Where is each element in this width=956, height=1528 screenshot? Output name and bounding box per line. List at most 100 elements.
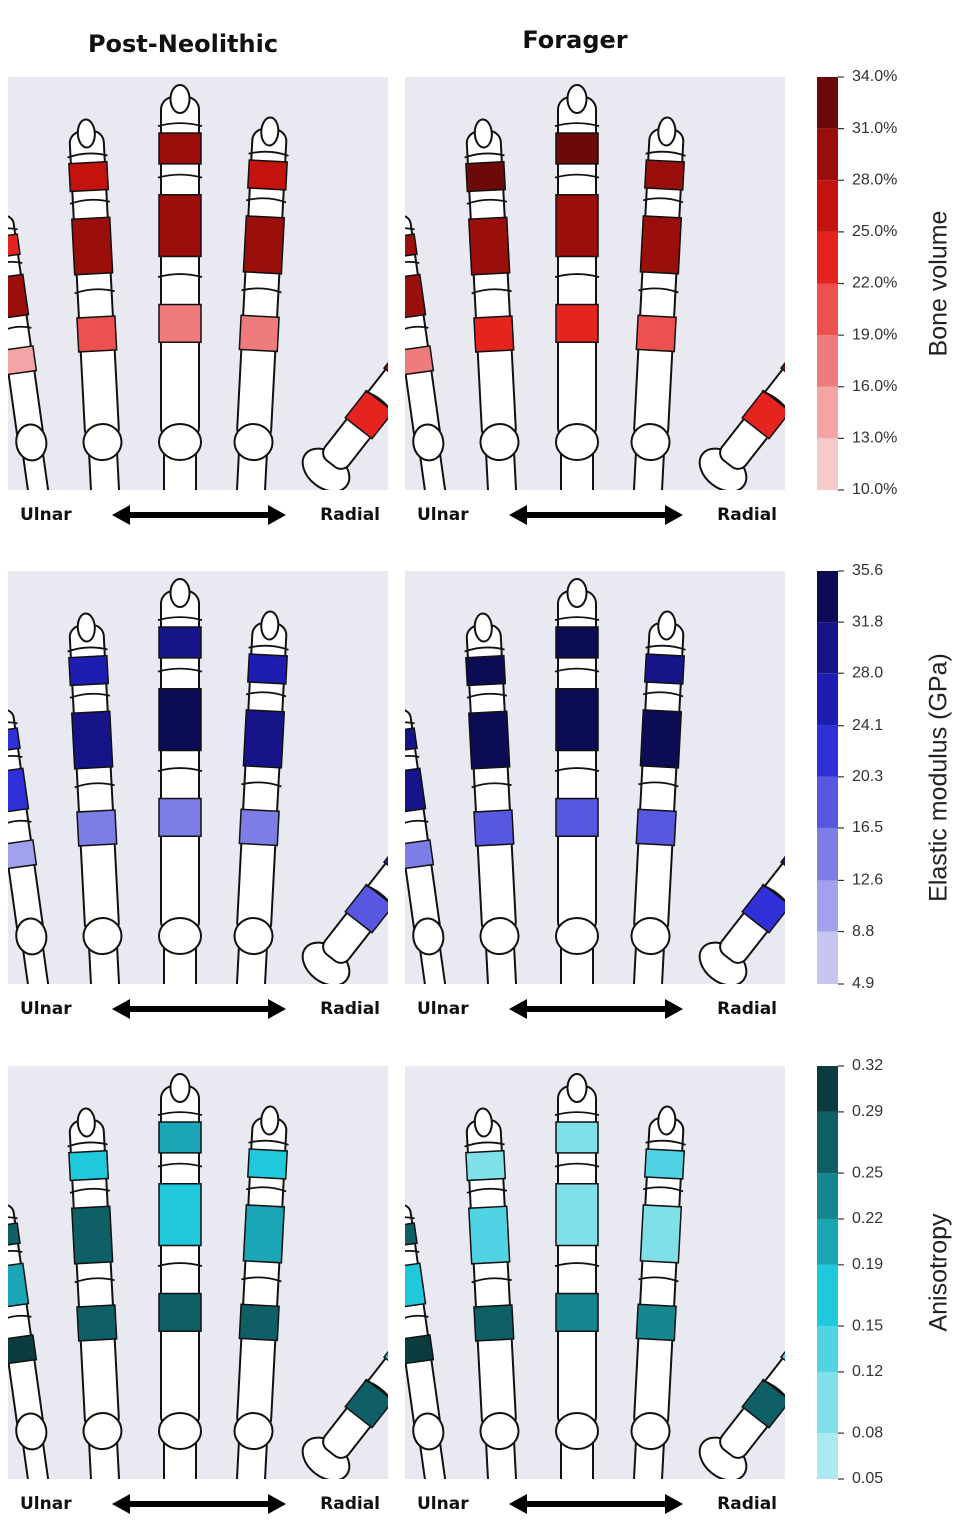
- finger-tip: [261, 117, 279, 146]
- finger-tip: [261, 1106, 279, 1135]
- colorbar-tick-label: 0.08: [852, 1424, 883, 1441]
- bone-region: [243, 216, 284, 274]
- finger-tip: [568, 579, 587, 607]
- metacarpal-head: [83, 917, 123, 955]
- colorbar-bin: [817, 880, 838, 931]
- colorbar-tick-label: 28.0%: [852, 171, 897, 188]
- direction-label: Radial: [320, 1494, 380, 1514]
- colorbar-bin: [817, 571, 838, 622]
- metacarpal-head: [159, 424, 201, 460]
- bone-region: [3, 346, 36, 375]
- bone-region: [72, 217, 113, 275]
- finger-tip: [171, 85, 190, 113]
- metacarpal-head: [631, 1412, 671, 1450]
- bone-region: [556, 305, 598, 343]
- colorbar-tick-label: 13.0%: [852, 430, 897, 447]
- finger-tip: [77, 119, 95, 148]
- colorbar-tick-label: 0.29: [852, 1103, 883, 1120]
- finger-tip: [261, 611, 279, 640]
- colorbar-tick-label: 0.25: [852, 1164, 883, 1181]
- bone-region: [556, 133, 598, 164]
- bone-region: [77, 316, 117, 352]
- colorbar-tick-label: 35.6: [852, 562, 883, 579]
- bone-region: [400, 840, 433, 869]
- column-title: Post-Neolithic: [88, 30, 278, 58]
- bone-region: [159, 305, 201, 343]
- bone-region: [77, 810, 117, 846]
- direction-label: Ulnar: [417, 999, 469, 1019]
- bone-region: [400, 346, 433, 375]
- colorbar-bin: [817, 232, 838, 284]
- colorbar-tick-label: 19.0%: [852, 326, 897, 343]
- colorbar-bin: [817, 1433, 838, 1479]
- bone-region: [556, 799, 598, 837]
- colorbar-label: Bone volume: [925, 211, 953, 357]
- colorbar-bin: [817, 1219, 838, 1265]
- bone-region: [72, 1206, 113, 1264]
- colorbar-bin: [817, 284, 838, 336]
- bone-region: [469, 1206, 510, 1264]
- metacarpal-head: [631, 917, 671, 955]
- colorbar-tick-label: 16.5: [852, 819, 883, 836]
- bone-region: [248, 654, 287, 684]
- colorbar-bin: [817, 1265, 838, 1326]
- finger-tip: [77, 613, 95, 642]
- finger: [158, 1074, 202, 1499]
- colorbar-tick-label: 34.0%: [852, 68, 897, 85]
- metacarpal-head: [480, 423, 520, 461]
- bone-region: [474, 1305, 514, 1341]
- finger: [158, 85, 202, 510]
- finger-tip: [171, 579, 190, 607]
- colorbar-label: Anisotropy: [925, 1213, 953, 1332]
- bone-region: [239, 1304, 279, 1340]
- bone-region: [159, 799, 201, 837]
- bone-region: [243, 1205, 284, 1263]
- colorbar-tick-label: 22.0%: [852, 275, 897, 292]
- finger-tip: [658, 611, 676, 640]
- bone-region: [3, 1335, 36, 1364]
- direction-label: Ulnar: [417, 1494, 469, 1514]
- colorbar-tick-label: 20.3: [852, 768, 883, 785]
- colorbar-tick-label: 31.8: [852, 613, 883, 630]
- bone-region: [636, 809, 676, 845]
- bone-region: [159, 689, 201, 751]
- finger-tip: [77, 1108, 95, 1137]
- bone-region: [69, 1151, 108, 1181]
- direction-label: Radial: [320, 505, 380, 525]
- finger-tip: [568, 1074, 587, 1102]
- bone-region: [469, 711, 510, 769]
- colorbar-bin: [817, 335, 838, 387]
- bone-region: [556, 1184, 598, 1246]
- bone-region: [3, 840, 36, 869]
- bone-region: [636, 1304, 676, 1340]
- colorbar-tick-label: 0.22: [852, 1210, 883, 1227]
- colorbar-tick-label: 28.0: [852, 664, 883, 681]
- colorbar-bin: [817, 828, 838, 880]
- metacarpal-head: [234, 1412, 274, 1450]
- bone-region: [469, 217, 510, 275]
- colorbar-bin: [817, 1372, 838, 1433]
- figure: Post-Neolithic Forager UlnarRadialUlnarR…: [0, 0, 956, 1528]
- colorbar-bin: [817, 438, 838, 490]
- bone-region: [636, 315, 676, 351]
- bone-region: [159, 1184, 201, 1246]
- bone-region: [556, 195, 598, 257]
- bone-region: [239, 809, 279, 845]
- bone-region: [645, 654, 684, 684]
- colorbar-bin: [817, 673, 838, 725]
- bone-region: [640, 1205, 681, 1263]
- metacarpal-head: [159, 1413, 201, 1449]
- bone-region: [474, 316, 514, 352]
- bone-region: [72, 711, 113, 769]
- metacarpal-head: [556, 424, 598, 460]
- direction-label: Radial: [320, 999, 380, 1019]
- finger: [555, 579, 599, 1004]
- metacarpal-head: [159, 918, 201, 954]
- metacarpal-head: [83, 423, 123, 461]
- metacarpal-head: [234, 917, 274, 955]
- finger-tip: [568, 85, 587, 113]
- direction-label: Ulnar: [20, 999, 72, 1019]
- direction-label: Radial: [717, 1494, 777, 1514]
- finger-tip: [658, 1106, 676, 1135]
- bone-region: [159, 1294, 201, 1332]
